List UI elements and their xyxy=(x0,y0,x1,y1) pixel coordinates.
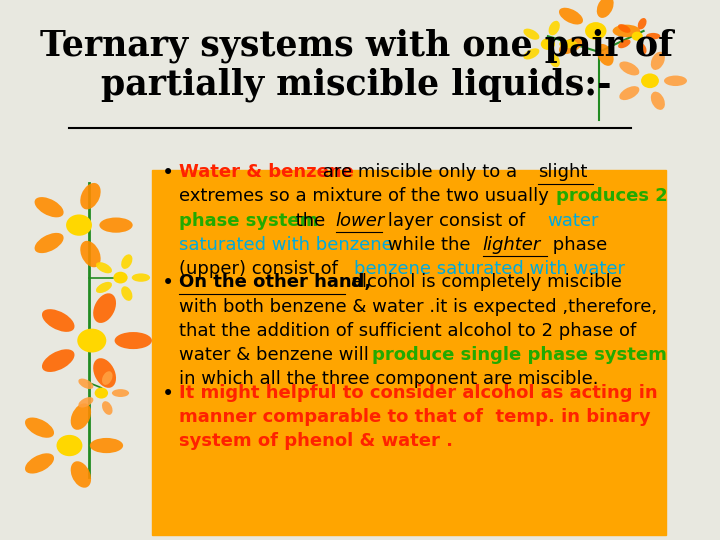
Ellipse shape xyxy=(71,403,91,430)
Ellipse shape xyxy=(121,286,132,301)
Ellipse shape xyxy=(523,29,539,40)
Ellipse shape xyxy=(102,371,112,385)
Text: •: • xyxy=(162,383,174,403)
Ellipse shape xyxy=(121,254,132,269)
Circle shape xyxy=(94,388,108,399)
Ellipse shape xyxy=(80,241,101,267)
Ellipse shape xyxy=(90,438,123,453)
Text: water: water xyxy=(547,212,598,230)
Ellipse shape xyxy=(96,262,112,273)
Ellipse shape xyxy=(80,183,101,210)
Text: benzene saturated with water: benzene saturated with water xyxy=(354,260,625,278)
Ellipse shape xyxy=(71,461,91,488)
Ellipse shape xyxy=(651,52,665,70)
Ellipse shape xyxy=(619,62,639,76)
Ellipse shape xyxy=(132,273,150,282)
Ellipse shape xyxy=(96,282,112,293)
Ellipse shape xyxy=(42,309,74,332)
Circle shape xyxy=(585,22,606,40)
Text: water & benzene will: water & benzene will xyxy=(179,346,375,364)
Ellipse shape xyxy=(559,8,583,24)
Text: Water & benzene: Water & benzene xyxy=(179,163,354,181)
Circle shape xyxy=(77,329,107,353)
Text: On the other hand,: On the other hand, xyxy=(179,273,372,292)
Text: layer consist of: layer consist of xyxy=(382,212,531,230)
Circle shape xyxy=(641,73,659,88)
Ellipse shape xyxy=(35,233,63,253)
Text: It might helpful to consider alcohol as acting in: It might helpful to consider alcohol as … xyxy=(179,383,658,402)
Ellipse shape xyxy=(25,453,54,474)
Circle shape xyxy=(66,214,92,236)
Text: extremes so a mixture of the two usually: extremes so a mixture of the two usually xyxy=(179,187,555,205)
Ellipse shape xyxy=(25,417,54,438)
Text: with both benzene & water .it is expected ,therefore,: with both benzene & water .it is expecte… xyxy=(179,298,657,315)
Ellipse shape xyxy=(78,379,94,389)
Text: system of phenol & water .: system of phenol & water . xyxy=(179,432,453,450)
Ellipse shape xyxy=(549,53,560,68)
Ellipse shape xyxy=(99,218,132,233)
Ellipse shape xyxy=(646,33,660,39)
Circle shape xyxy=(56,435,82,456)
Ellipse shape xyxy=(597,0,613,18)
Ellipse shape xyxy=(638,18,647,29)
Text: partially miscible liquids:-: partially miscible liquids:- xyxy=(102,68,612,102)
Text: produce single phase system: produce single phase system xyxy=(372,346,667,364)
Circle shape xyxy=(541,38,555,50)
Ellipse shape xyxy=(523,49,539,59)
Ellipse shape xyxy=(597,44,613,66)
Ellipse shape xyxy=(114,332,152,349)
Ellipse shape xyxy=(559,37,583,54)
Text: manner comparable to that of  temp. in binary: manner comparable to that of temp. in bi… xyxy=(179,408,651,426)
Text: (upper) consist of: (upper) consist of xyxy=(179,260,344,278)
Text: phase system: phase system xyxy=(179,212,318,230)
Text: phase: phase xyxy=(547,236,608,254)
Text: are miscible only to a: are miscible only to a xyxy=(318,163,523,181)
Text: alcohol is completely miscible: alcohol is completely miscible xyxy=(345,273,621,292)
Text: that the addition of sufficient alcohol to 2 phase of: that the addition of sufficient alcohol … xyxy=(179,322,636,340)
Text: slight: slight xyxy=(538,163,588,181)
Ellipse shape xyxy=(613,25,640,37)
Ellipse shape xyxy=(638,43,647,55)
Text: Ternary systems with one pair of: Ternary systems with one pair of xyxy=(40,28,673,63)
FancyBboxPatch shape xyxy=(153,170,666,535)
Text: lower: lower xyxy=(336,212,384,230)
Ellipse shape xyxy=(93,293,116,323)
Ellipse shape xyxy=(618,39,631,48)
Ellipse shape xyxy=(664,76,687,86)
Text: lighter: lighter xyxy=(482,236,541,254)
Ellipse shape xyxy=(651,92,665,110)
Text: •: • xyxy=(162,273,174,293)
Text: produces 2: produces 2 xyxy=(557,187,668,205)
Ellipse shape xyxy=(78,397,94,408)
Text: saturated with benzene: saturated with benzene xyxy=(179,236,393,254)
Text: the: the xyxy=(289,212,330,230)
Text: •: • xyxy=(162,163,174,183)
Ellipse shape xyxy=(619,86,639,100)
Text: in which all the three component are miscible.: in which all the three component are mis… xyxy=(179,370,599,388)
Text: while the: while the xyxy=(382,236,476,254)
Ellipse shape xyxy=(559,40,577,48)
Ellipse shape xyxy=(35,197,63,218)
Ellipse shape xyxy=(102,401,112,415)
Ellipse shape xyxy=(112,389,129,397)
Circle shape xyxy=(631,31,643,41)
Circle shape xyxy=(113,272,127,284)
Ellipse shape xyxy=(93,358,116,388)
Ellipse shape xyxy=(618,24,631,33)
Ellipse shape xyxy=(42,349,74,372)
Ellipse shape xyxy=(549,21,560,36)
